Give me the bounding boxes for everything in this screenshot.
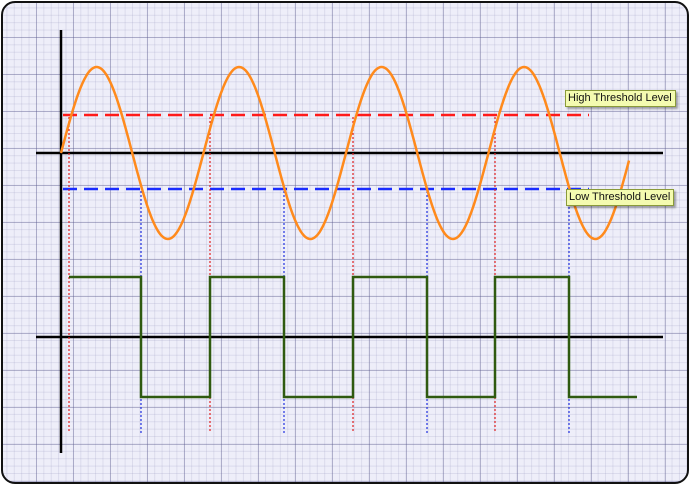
output-square-wave xyxy=(69,275,637,399)
input-sine-wave xyxy=(59,65,631,241)
low-threshold-label: Low Threshold Level xyxy=(566,189,675,206)
high-threshold-label: High Threshold Level xyxy=(565,90,676,107)
schmitt-trigger-diagram xyxy=(36,30,663,453)
